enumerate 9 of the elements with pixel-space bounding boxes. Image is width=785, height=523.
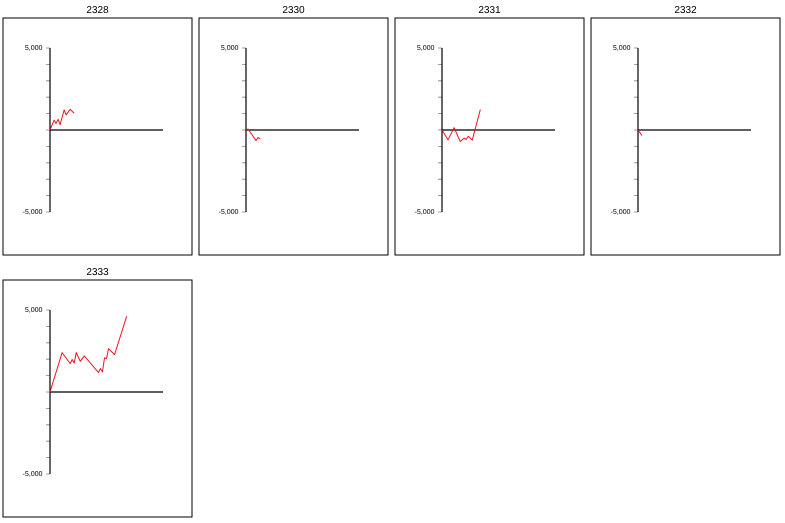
chart-title: 2330	[282, 6, 304, 14]
line-series	[442, 109, 481, 142]
chart-title: 2332	[674, 6, 696, 14]
chart-title: 2328	[86, 6, 108, 14]
chart-title: 2331	[478, 6, 500, 14]
line-series	[50, 108, 75, 130]
chart-title: 2333	[86, 268, 108, 276]
line-series	[246, 128, 261, 142]
line-series	[50, 316, 128, 392]
